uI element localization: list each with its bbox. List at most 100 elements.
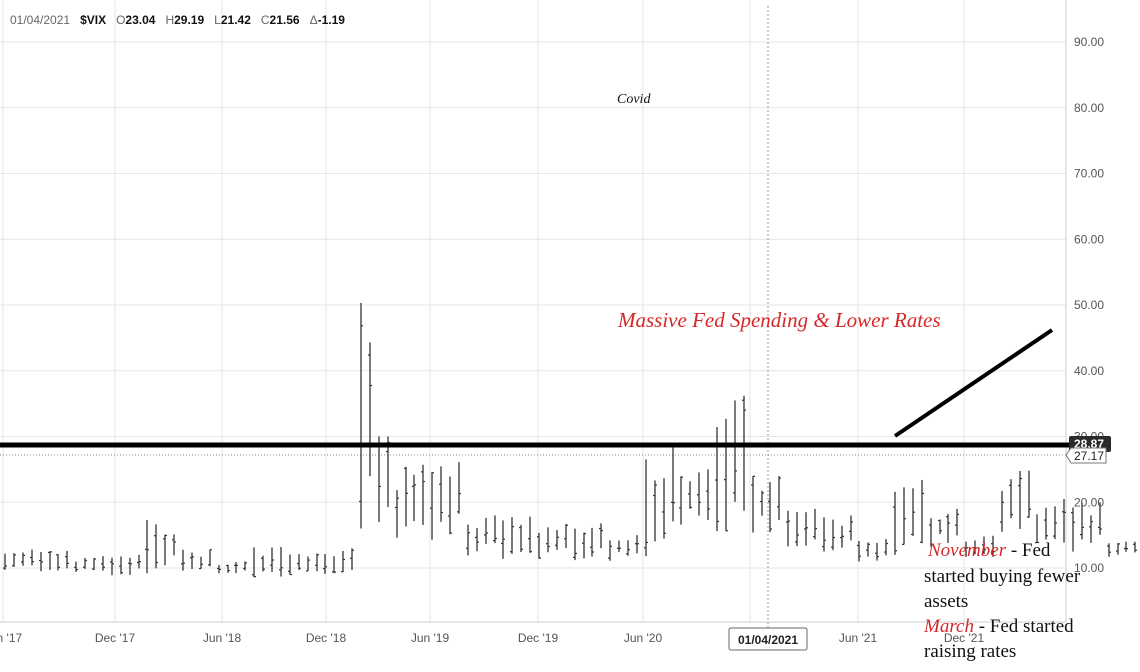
svg-text:March - Fed started: March - Fed started [923,616,1074,637]
ohlc-bar [946,513,950,543]
ohlc-bar [982,536,986,555]
ohlc-bar [662,478,666,539]
ohlc-bar [501,520,505,559]
ohlc-bar [920,479,924,544]
ohlc-bar [786,510,790,547]
x-tick-label: Jun '20 [624,631,663,645]
ohlc-bar [217,565,221,574]
ohlc-bar [181,549,185,571]
ohlc-bar [1107,543,1111,557]
x-tick-label: Jun '18 [203,631,242,645]
plot-area[interactable] [0,0,1066,622]
ohlc-bar [56,554,60,571]
ohlc-bar [768,482,772,533]
price-axis-area [1066,0,1140,672]
ohlc-bar [519,524,523,553]
ohlc-bar [243,561,247,571]
ohlc-bar [893,491,897,555]
ohlc-bar [955,508,959,536]
y-tick-label: 80.00 [1074,101,1104,115]
ohlc-bar [30,549,34,566]
cursor-date-label: 01/04/2021 [728,627,808,651]
y-tick-label: 10.00 [1074,561,1104,575]
annotation-march-line2: raising rates [924,641,1016,662]
ohlc-bar [617,540,621,553]
ohlc-bar [582,532,586,559]
y-tick-label: 60.00 [1074,232,1104,246]
ohlc-bar [306,556,310,572]
x-tick-label: Dec '17 [95,631,136,645]
annotation-march: March - Fed started raising rates [923,616,1074,662]
ohlc-bar [154,524,158,569]
ohlc-bar [288,554,292,576]
ohlc-bar [546,527,550,553]
ohlc-bar [911,488,915,536]
ohlc-bar [938,519,942,535]
ohlc-bar [653,480,657,542]
trend-line[interactable] [893,328,1054,438]
ohlc-bar [395,490,399,538]
ohlc-bar [279,546,283,577]
ohlc-bar [1044,507,1048,540]
ohlc-bar [137,554,141,569]
header-symbol: $VIX [80,13,106,27]
ohlc-bar [688,481,692,509]
horizontal-grid [0,41,1066,569]
annotation-november-black: - Fed [1006,540,1051,561]
ohlc-bar [644,459,648,557]
x-tick-label: Dec '18 [306,631,347,645]
ohlc-bar [92,558,96,571]
ohlc-bar [599,523,603,549]
last-price-tag-text: 27.17 [1074,449,1104,463]
ohlc-bar [1000,490,1004,532]
ohlc-bar [101,556,105,571]
header-close-label: C [261,13,270,27]
ohlc-bar [466,524,470,556]
ohlc-bar [359,303,363,529]
ohlc-bar [573,528,577,561]
ohlc-bar [83,557,87,569]
ohlc-bar [1027,470,1031,518]
last-price-tag: 27.17 [1065,447,1107,464]
ohlc-bar [332,556,336,574]
ohlc-bar [493,515,497,543]
ohlc-bar [564,523,568,548]
ohlc-bar [537,532,541,559]
ohlc-bar [706,469,710,520]
ohlc-bar [760,490,764,516]
x-tick-label: Dec '19 [518,631,559,645]
ohlc-bar [404,466,408,527]
ohlc-bar [119,556,123,575]
ohlc-bar [964,541,968,557]
ohlc-bar [190,552,194,570]
annotation-november-line2: started buying fewer [924,566,1081,587]
ohlc-bar [777,475,781,521]
ohlc-bar [315,553,319,572]
ohlc-bar [439,466,443,522]
ohlc-bar [724,418,728,532]
annotation-november-line3: assets [924,591,968,612]
ohlc-bar [849,515,853,541]
ohlc-bar [21,552,25,566]
ohlc-bar [74,561,78,572]
header-close: 21.56 [270,13,300,27]
ohlc-bar [110,557,114,576]
ohlc-bar [457,462,461,514]
ohlc-bar [742,395,746,511]
x-tick-label: Dec '21 [944,631,985,645]
annotation-march-red: March [923,616,974,637]
ohlc-header: 01/04/2021 $VIX O23.04 H29.19 L21.42 C21… [10,11,345,28]
ohlc-bar [48,551,52,571]
ohlc-bar [430,472,434,540]
ohlc-bar [1098,502,1102,535]
ohlc-bar [350,548,354,570]
ohlc-bar [510,517,514,554]
annotation-november-red: November [927,540,1007,561]
ohlc-bar [1071,507,1075,552]
y-tick-label: 40.00 [1074,364,1104,378]
ohlc-bar [145,520,149,574]
annotation-covid: Covid [617,92,651,107]
annotation-november: November - Fed started buying fewer asse… [924,540,1081,612]
ohlc-bars[interactable] [3,72,1140,578]
